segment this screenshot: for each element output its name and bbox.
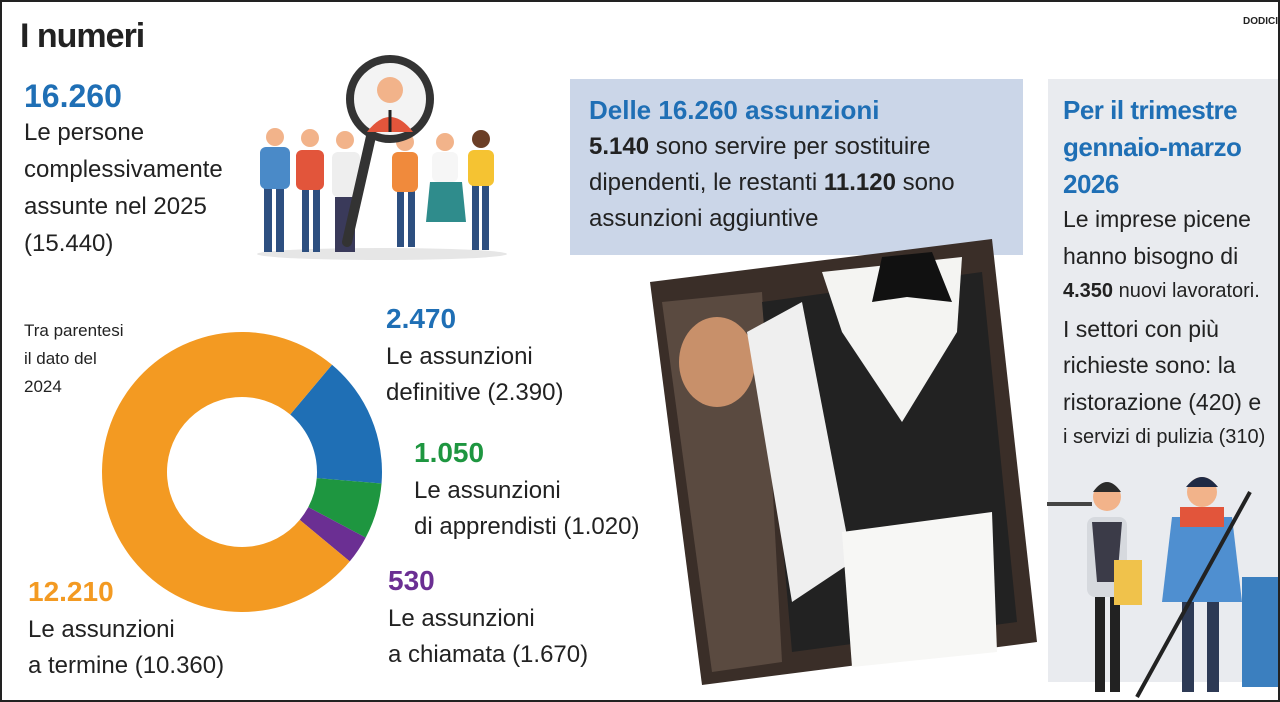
bold-text: 5.140	[589, 133, 650, 160]
segment-label: a termine (10.360)	[28, 652, 225, 679]
box-text: assunzioni aggiuntive	[589, 207, 819, 231]
workers-illustration	[1047, 477, 1278, 698]
stat-value: 16.260	[24, 78, 122, 114]
text: I settori con più	[1063, 315, 1219, 342]
box-background	[1048, 79, 1278, 682]
segment-label: Le assunzioni	[388, 605, 535, 632]
box-text: i servizi di pulizia (310)	[1063, 427, 1265, 447]
stat-text: complessivamente	[24, 156, 223, 183]
text: assunzioni aggiuntive	[589, 205, 819, 232]
box-text: I settori con più	[1063, 315, 1219, 342]
box-title: Per il trimestre	[1063, 95, 1238, 125]
box-text: 5.140 sono servire per sostituire	[589, 135, 931, 159]
box-title: gennaio-marzo	[1063, 132, 1242, 162]
segment-label: Le assunzioni	[414, 477, 561, 504]
stat-text: Le persone	[24, 119, 145, 146]
chart-note: 2024	[24, 377, 62, 396]
people-illustration	[257, 55, 507, 260]
segment-label: Le assunzioni	[386, 343, 533, 370]
title: I numeri	[20, 17, 145, 55]
value-label: 12.210	[28, 576, 114, 607]
chart-note: Tra parentesi	[24, 321, 124, 340]
box-text: richieste sono: la	[1063, 354, 1236, 377]
segment-label: definitive (2.390)	[386, 379, 564, 406]
segment-label: Le assunzioni	[28, 616, 175, 643]
box-text: dipendenti, le restanti 11.120 sono	[589, 171, 955, 195]
value-label: 2.470	[386, 303, 457, 334]
text: i servizi di pulizia (310)	[1063, 426, 1266, 448]
chart-note: il dato del	[24, 349, 97, 368]
segment-label: di apprendisti (1.020)	[414, 513, 640, 540]
value-label: 530	[388, 565, 435, 596]
box-title: 2026	[1063, 169, 1119, 199]
donut-segment	[102, 332, 350, 613]
donut-segment	[299, 507, 366, 562]
segment-label: a chiamata (1.670)	[388, 641, 589, 668]
waiter-photo	[650, 239, 1037, 685]
bold-text: 4.350	[1063, 280, 1114, 302]
text: sono servire per sostituire	[649, 133, 931, 160]
box-text: 4.350 nuovi lavoratori.	[1063, 281, 1260, 301]
text: Le imprese picene	[1063, 206, 1251, 232]
text: richieste sono: la	[1063, 352, 1236, 378]
bold-text: 11.120	[823, 169, 896, 196]
box-title: Delle 16.260 assunzioni	[589, 95, 880, 125]
box-background	[570, 79, 1023, 255]
text: sono	[895, 169, 955, 196]
box-text: hanno bisogno di	[1063, 242, 1239, 269]
stat-text: (15.440)	[24, 230, 114, 257]
value-label: 1.050	[414, 437, 485, 468]
text: hanno bisogno di	[1063, 242, 1239, 269]
stat-text: assunte nel 2025	[24, 193, 207, 220]
box-text: ristorazione (420) e	[1063, 388, 1262, 415]
donut-segment	[290, 364, 382, 484]
box-text: Le imprese picene	[1063, 208, 1251, 231]
text: dipendenti, le restanti	[589, 169, 824, 196]
text: ristorazione (420) e	[1063, 388, 1262, 415]
text: nuovi lavoratori.	[1113, 280, 1260, 302]
brand: DODICIP	[1243, 16, 1278, 27]
donut-segment	[308, 478, 382, 538]
